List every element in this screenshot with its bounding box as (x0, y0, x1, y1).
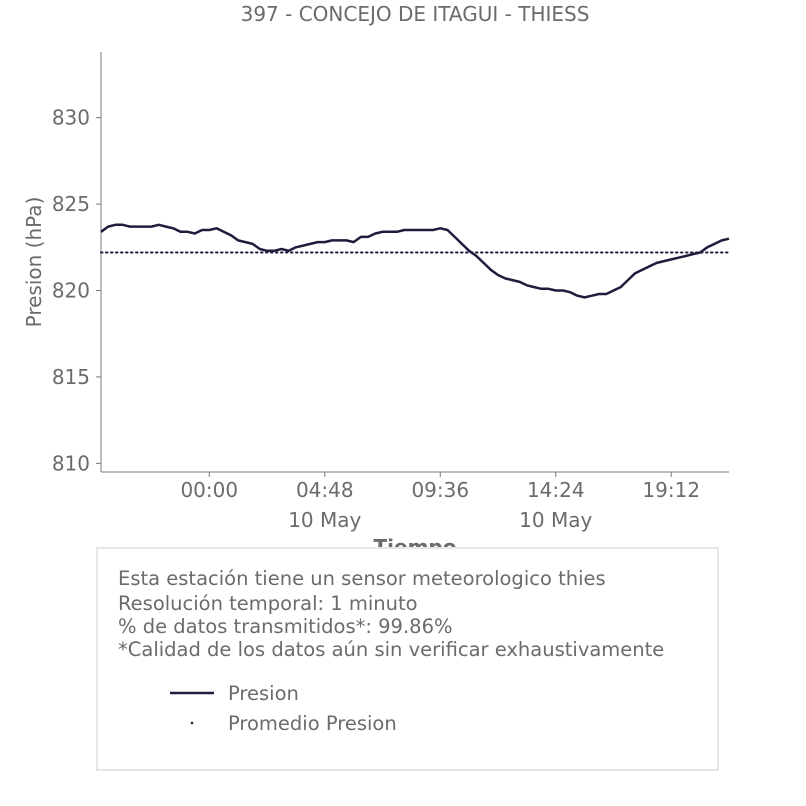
y-tick-label: 815 (52, 365, 90, 389)
y-tick-label: 825 (52, 192, 90, 216)
temporal-resolution: Resolución temporal: 1 minuto (118, 592, 418, 615)
legend-label-promedio: Promedio Presion (228, 712, 397, 735)
station-description: Esta estación tiene un sensor meteorolog… (118, 567, 606, 590)
y-tick-label: 820 (52, 279, 90, 303)
x-tick-sublabel: 10 May (288, 508, 361, 532)
series-layer (100, 223, 730, 299)
x-tick-label: 04:48 (296, 478, 354, 502)
legend-line-marker (170, 691, 214, 695)
series-presion (100, 223, 730, 299)
legend-label-presion: Presion (228, 682, 299, 705)
info-box: Esta estación tiene un sensor meteorolog… (96, 547, 719, 771)
x-tick-label: 09:36 (411, 478, 469, 502)
data-transmitted: % de datos transmitidos*: 99.86% (118, 615, 453, 638)
legend-dot-marker (190, 721, 194, 725)
data-quality-note: *Calidad de los datos aún sin verificar … (118, 638, 665, 661)
y-tick-label: 810 (52, 451, 90, 475)
y-tick-label: 830 (52, 106, 90, 130)
x-axis: 00:00 04:48 10 May 09:36 14:24 10 May 19:12 (101, 471, 729, 532)
y-axis: 810 815 820 825 830 (52, 52, 102, 475)
x-tick-sublabel: 10 May (519, 508, 592, 532)
x-tick-label: 00:00 (180, 478, 238, 502)
x-tick-label: 14:24 (527, 478, 585, 502)
chart-title: 397 - CONCEJO DE ITAGUI - THIESS (241, 2, 590, 26)
x-tick-label: 19:12 (642, 478, 700, 502)
y-axis-label: Presion (hPa) (22, 197, 46, 328)
